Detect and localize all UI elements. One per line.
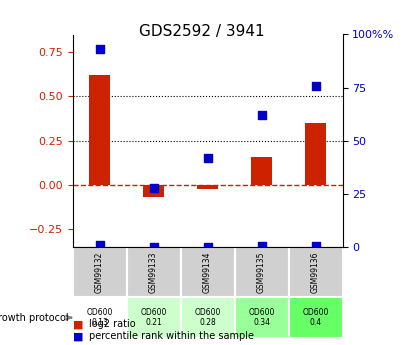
Text: percentile rank within the sample: percentile rank within the sample — [89, 332, 253, 341]
Text: GSM99132: GSM99132 — [95, 252, 104, 293]
Text: ■: ■ — [73, 319, 83, 329]
FancyBboxPatch shape — [235, 247, 289, 297]
Text: GSM99134: GSM99134 — [203, 251, 212, 293]
Point — [204, 244, 211, 249]
Point — [150, 185, 157, 190]
FancyBboxPatch shape — [127, 297, 181, 338]
FancyBboxPatch shape — [235, 297, 289, 338]
Text: log2 ratio: log2 ratio — [89, 319, 135, 329]
Text: ■: ■ — [73, 332, 83, 341]
FancyBboxPatch shape — [73, 297, 127, 338]
Text: OD600
0.13: OD600 0.13 — [86, 308, 113, 327]
Bar — [143, 185, 164, 197]
Text: OD600
0.21: OD600 0.21 — [140, 308, 167, 327]
Text: GSM99135: GSM99135 — [257, 251, 266, 293]
Point — [312, 83, 319, 88]
Bar — [305, 123, 326, 185]
Point — [96, 243, 103, 248]
FancyBboxPatch shape — [289, 247, 343, 297]
Point — [204, 155, 211, 160]
Text: GDS2592 / 3941: GDS2592 / 3941 — [139, 24, 264, 39]
Point — [96, 47, 103, 52]
Bar — [197, 185, 218, 189]
FancyBboxPatch shape — [73, 247, 127, 297]
Text: OD600
0.34: OD600 0.34 — [248, 308, 275, 327]
Bar — [89, 75, 110, 185]
Text: OD600
0.4: OD600 0.4 — [302, 308, 329, 327]
FancyBboxPatch shape — [289, 297, 343, 338]
Text: OD600
0.28: OD600 0.28 — [194, 308, 221, 327]
Point — [258, 244, 265, 249]
Text: GSM99133: GSM99133 — [149, 251, 158, 293]
FancyBboxPatch shape — [181, 247, 235, 297]
Point — [258, 112, 265, 118]
Point — [150, 244, 157, 250]
Bar — [251, 157, 272, 185]
Text: growth protocol: growth protocol — [0, 313, 71, 323]
FancyBboxPatch shape — [181, 297, 235, 338]
Text: GSM99136: GSM99136 — [311, 251, 320, 293]
FancyBboxPatch shape — [127, 247, 181, 297]
Point — [312, 243, 319, 249]
